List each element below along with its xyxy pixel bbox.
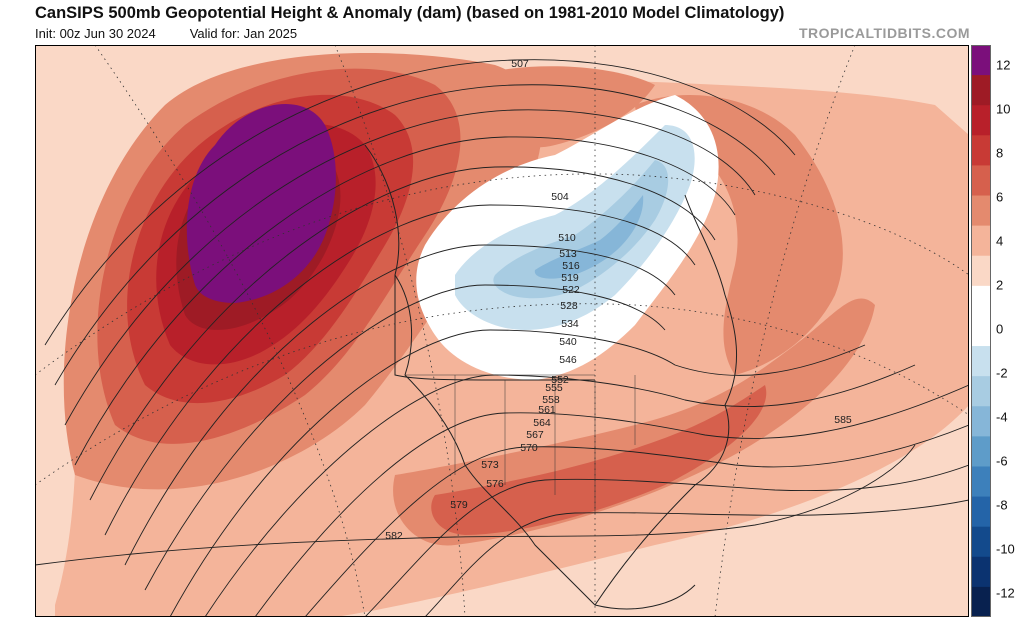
- contour-label: 555: [545, 382, 563, 394]
- subtitle: Init: 00z Jun 30 2024 Valid for: Jan 2025: [35, 26, 297, 41]
- colorbar-swatch: [971, 225, 991, 257]
- contour-label: 534: [561, 318, 579, 330]
- contour-label: 558: [542, 394, 560, 406]
- contour-label: 570: [520, 442, 538, 454]
- contour-label: 519: [561, 272, 579, 284]
- valid-time: Valid for: Jan 2025: [189, 26, 298, 41]
- colorbar-label: -12: [996, 585, 1015, 601]
- contour-label: 564: [533, 417, 551, 429]
- height-contours: [35, 59, 969, 617]
- contour-label: 567: [526, 429, 544, 441]
- contour-label: 585: [834, 414, 852, 426]
- colorbar-swatch: [971, 406, 991, 437]
- colorbar-swatch: [971, 526, 991, 558]
- contour-label: 507: [511, 58, 529, 70]
- contour-label: 516: [562, 260, 580, 272]
- colorbar-label: 12: [996, 57, 1011, 73]
- colorbar-label: -8: [996, 497, 1008, 513]
- contour-label: 552: [551, 374, 569, 386]
- contour-label: 513: [559, 248, 577, 260]
- contour-label: 576: [486, 478, 504, 490]
- max-anomaly-center: [186, 103, 336, 303]
- colorbar-swatch: [971, 436, 991, 467]
- contour-label: 504: [551, 191, 569, 203]
- colorbar-label: 8: [996, 145, 1004, 161]
- lat-lon-grid: [35, 45, 969, 617]
- contour-label: 522: [562, 284, 580, 296]
- colorbar-swatch: [971, 346, 991, 377]
- contour-label: 579: [450, 499, 468, 511]
- init-time: Init: 00z Jun 30 2024: [35, 26, 156, 41]
- colorbar-swatch: [971, 496, 991, 528]
- colorbar-swatch: [971, 105, 991, 136]
- colorbar-swatch: [971, 376, 991, 407]
- colorbar-label: -6: [996, 453, 1008, 469]
- colorbar-swatch: [971, 285, 991, 317]
- contour-label: 528: [560, 300, 578, 312]
- colorbar-label: -4: [996, 409, 1008, 425]
- map-panel: 5075045105135165195225285345405465525555…: [35, 45, 969, 617]
- colorbar-swatch: [971, 466, 991, 498]
- colorbar-swatch: [971, 556, 991, 588]
- colorbar: [971, 45, 991, 617]
- source-credit: TROPICALTIDBITS.COM: [798, 25, 970, 41]
- contour-label: 561: [538, 404, 556, 416]
- colorbar-label: 2: [996, 277, 1004, 293]
- map-border: [35, 45, 969, 617]
- colorbar-label: -2: [996, 365, 1008, 381]
- contour-label-layer: 5075045105135165195225285345405465525555…: [385, 58, 852, 542]
- contour-label: 510: [558, 232, 576, 244]
- colorbar-label: -10: [996, 541, 1015, 557]
- contour-label: 582: [385, 530, 403, 542]
- colorbar-swatch: [971, 195, 991, 227]
- coastline: [364, 144, 737, 610]
- colorbar-swatch: [971, 165, 991, 197]
- colorbar-swatch: [971, 75, 991, 106]
- colorbar-swatch: [971, 255, 991, 287]
- colorbar-swatch: [971, 586, 991, 617]
- colorbar-swatch: [971, 45, 991, 76]
- map-title: CanSIPS 500mb Geopotential Height & Anom…: [35, 4, 785, 22]
- colorbar-label: 0: [996, 321, 1004, 337]
- contour-label: 573: [481, 459, 499, 471]
- colorbar-label: 6: [996, 189, 1004, 205]
- colorbar-label: 10: [996, 101, 1011, 117]
- colorbar-swatch: [971, 315, 991, 347]
- contour-label: 546: [559, 354, 577, 366]
- colorbar-label: 4: [996, 233, 1004, 249]
- contour-label: 540: [559, 336, 577, 348]
- colorbar-swatch: [971, 135, 991, 166]
